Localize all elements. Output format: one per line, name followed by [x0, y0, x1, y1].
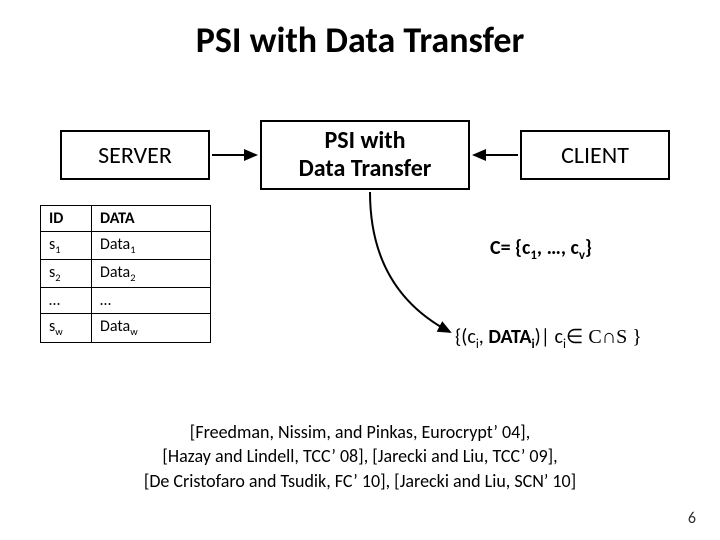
slide-title: PSI with Data Transfer: [0, 18, 720, 62]
cset-sub1: 1: [530, 248, 537, 263]
table-cell-data: Dataw: [92, 314, 211, 342]
result-data-word: DATA: [488, 325, 531, 349]
result-set-text: {(ci, DATAi)| ci∈ C∩S }: [455, 324, 642, 352]
protocol-box-text: PSI with Data Transfer: [299, 127, 432, 182]
table-row: s1Data1: [41, 232, 211, 260]
table-header-row: ID DATA: [41, 206, 211, 232]
result-sets: C∩S }: [583, 326, 642, 348]
protocol-line2: Data Transfer: [299, 154, 432, 183]
server-box: SERVER: [60, 130, 210, 180]
references-block: [Freedman, Nissim, and Pinkas, Eurocrypt…: [0, 420, 720, 493]
table-cell-id: s2: [41, 260, 92, 288]
table-head-data: DATA: [92, 206, 211, 232]
protocol-box: PSI with Data Transfer: [260, 120, 470, 190]
cset-suffix: }: [585, 236, 592, 260]
table-cell-data: …: [92, 288, 211, 314]
table-cell-data: Data1: [92, 232, 211, 260]
table-cell-data: Data2: [92, 260, 211, 288]
result-in-symbol: ∈: [566, 326, 583, 348]
table-row: ……: [41, 288, 211, 314]
client-box: CLIENT: [520, 130, 670, 180]
result-comma: ,: [479, 325, 489, 349]
table-head-id: ID: [41, 206, 92, 232]
cset-mid: , …, c: [537, 236, 579, 260]
client-label: CLIENT: [561, 141, 629, 170]
table-row: s2Data2: [41, 260, 211, 288]
ref-line-1: [Freedman, Nissim, and Pinkas, Eurocrypt…: [0, 420, 720, 444]
server-data-table: ID DATA s1Data1s2Data2……swDataw: [40, 205, 211, 343]
cset-prefix: C= {c: [490, 236, 530, 260]
table-cell-id: s1: [41, 232, 92, 260]
protocol-line1: PSI with: [325, 126, 406, 155]
table-cell-id: …: [41, 288, 92, 314]
result-open: {(c: [455, 325, 476, 349]
table-row: swDataw: [41, 314, 211, 342]
ref-line-2: [Hazay and Lindell, TCC’ 08], [Jarecki a…: [0, 444, 720, 468]
slide: PSI with Data Transfer SERVER PSI with D…: [0, 0, 720, 540]
server-label: SERVER: [98, 141, 172, 170]
table-cell-id: sw: [41, 314, 92, 342]
client-set-text: C= {c1, …, cv}: [490, 236, 592, 263]
page-number: 6: [688, 509, 696, 528]
result-mid: )| c: [535, 325, 563, 349]
ref-line-3: [De Cristofaro and Tsudik, FC’ 10], [Jar…: [0, 469, 720, 493]
